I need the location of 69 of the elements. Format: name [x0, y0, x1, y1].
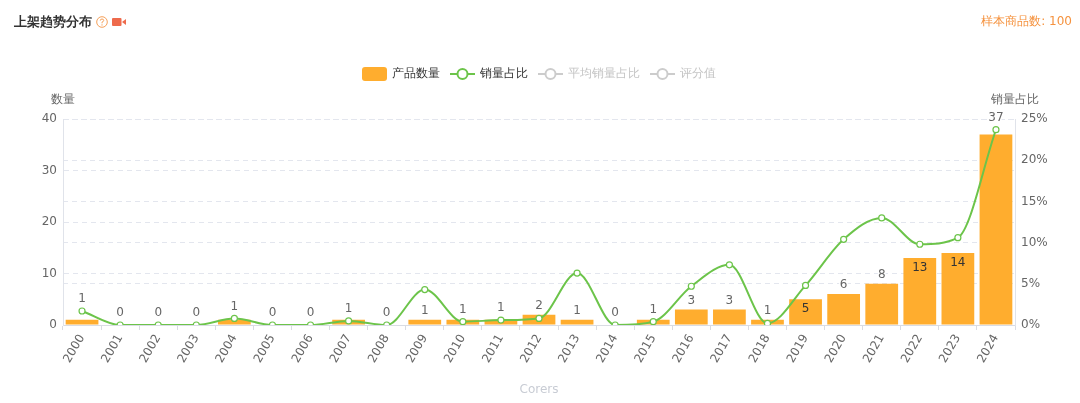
bar [903, 258, 937, 325]
point [573, 269, 581, 277]
point [230, 314, 238, 323]
data-label: 14 [950, 255, 966, 270]
point [916, 240, 924, 248]
chart-title: 上架趋势分布 [14, 13, 92, 31]
y-tick-label: 10 [41, 265, 57, 280]
text: 样本商品数: 100 [981, 13, 1072, 30]
data-label: 1 [497, 300, 505, 315]
point [345, 317, 353, 325]
point [421, 285, 429, 294]
data-label: 37 [988, 109, 1004, 124]
data-label: 13 [912, 260, 928, 275]
point [459, 318, 467, 325]
y2-tick-label: 0% [1021, 317, 1041, 332]
point [801, 281, 810, 290]
bar [674, 309, 708, 325]
data-label: 0 [116, 305, 124, 320]
bar [713, 309, 746, 325]
y2-tick-label: 25% [1021, 111, 1048, 126]
point [649, 318, 657, 325]
y2-tick-label: 20% [1021, 152, 1048, 167]
data-label: 1 [763, 302, 772, 317]
data-label: 3 [687, 292, 696, 307]
y-tick-label: 20 [41, 214, 57, 229]
y2-tick-label: 15% [1021, 193, 1048, 208]
bar [865, 283, 899, 325]
data-label: 0 [611, 305, 619, 320]
data-label: 1 [230, 298, 239, 313]
data-label: 5 [801, 301, 810, 316]
data-label: 0 [306, 305, 315, 320]
data-label: 1 [649, 301, 658, 316]
data-label: 1 [573, 302, 581, 317]
data-label: 2 [535, 297, 543, 312]
point [840, 235, 848, 243]
data-label: 0 [154, 305, 163, 320]
point [725, 261, 733, 269]
bar [979, 134, 1013, 325]
legend-label: 产品数量 [392, 66, 440, 81]
bar [789, 299, 822, 325]
bar [408, 319, 442, 325]
data-label: 8 [877, 266, 886, 281]
data-label: 0 [382, 305, 391, 320]
y-tick-label: 40 [41, 111, 57, 126]
data-label: 3 [725, 292, 734, 307]
data-label: 0 [268, 305, 277, 320]
y-axis-title: 数量 [51, 92, 75, 107]
bar [827, 294, 861, 325]
point [878, 214, 886, 222]
y-tick-label: 30 [41, 162, 57, 177]
point [497, 316, 505, 324]
point [992, 126, 1000, 134]
y2-tick-label: 10% [1021, 234, 1048, 249]
y2-axis-title: 销量占比 [990, 92, 1039, 107]
bar [65, 319, 99, 325]
data-label: 6 [839, 277, 848, 292]
data-label: 1 [78, 291, 86, 306]
legend-label: 销量占比 [479, 66, 528, 81]
y2-tick-label: 5% [1021, 275, 1041, 290]
point [954, 234, 962, 242]
bar [560, 319, 594, 325]
point [687, 282, 695, 290]
data-label: 0 [192, 305, 201, 320]
point [78, 307, 86, 315]
data-label: 1 [344, 301, 353, 316]
data-label: 1 [459, 301, 467, 316]
bar [941, 252, 975, 325]
data-label: 1 [420, 302, 429, 317]
y-tick-label: 0 [49, 317, 57, 332]
